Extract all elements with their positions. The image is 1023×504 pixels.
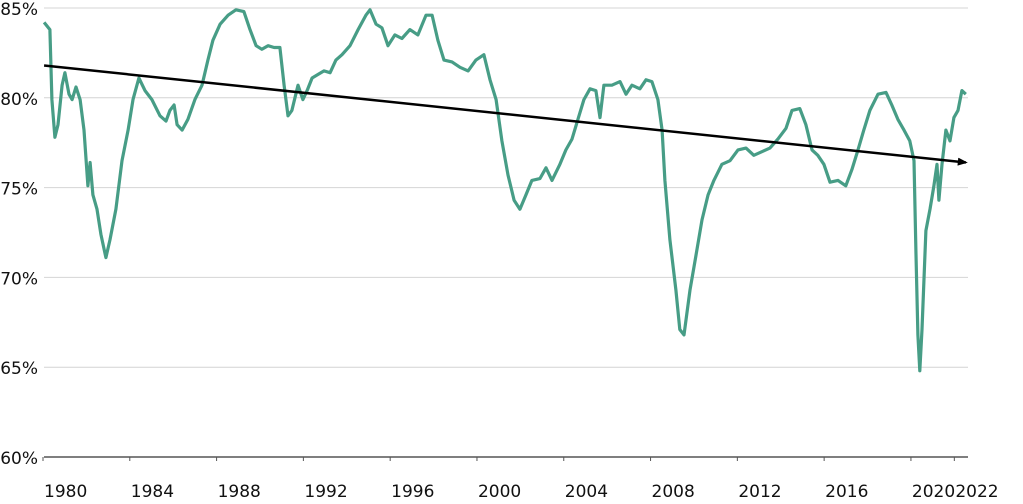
x-tick-label: 2016	[825, 482, 868, 502]
x-tick-label: 2022	[955, 482, 998, 502]
x-tick-label: 1980	[44, 482, 87, 502]
y-tick-label: 60%	[0, 449, 38, 469]
x-tick-label: 1992	[304, 482, 347, 502]
data-line	[42, 8, 967, 373]
y-tick-label: 85%	[0, 0, 38, 20]
x-tick-label: 1988	[218, 482, 261, 502]
x-tick-label: 1984	[131, 482, 174, 502]
x-tick-label: 2000	[478, 482, 521, 502]
y-tick-label: 75%	[0, 180, 38, 200]
x-tick-label: 2012	[738, 482, 781, 502]
x-tick-label: 1996	[391, 482, 434, 502]
x-tick-label: 2008	[652, 482, 695, 502]
x-tick-label: 2004	[565, 482, 608, 502]
y-tick-label: 65%	[0, 359, 38, 379]
y-tick-label: 70%	[0, 269, 38, 289]
y-tick-label: 80%	[0, 90, 38, 110]
trend-arrow	[43, 64, 968, 166]
x-tick-label: 2020	[912, 482, 955, 502]
